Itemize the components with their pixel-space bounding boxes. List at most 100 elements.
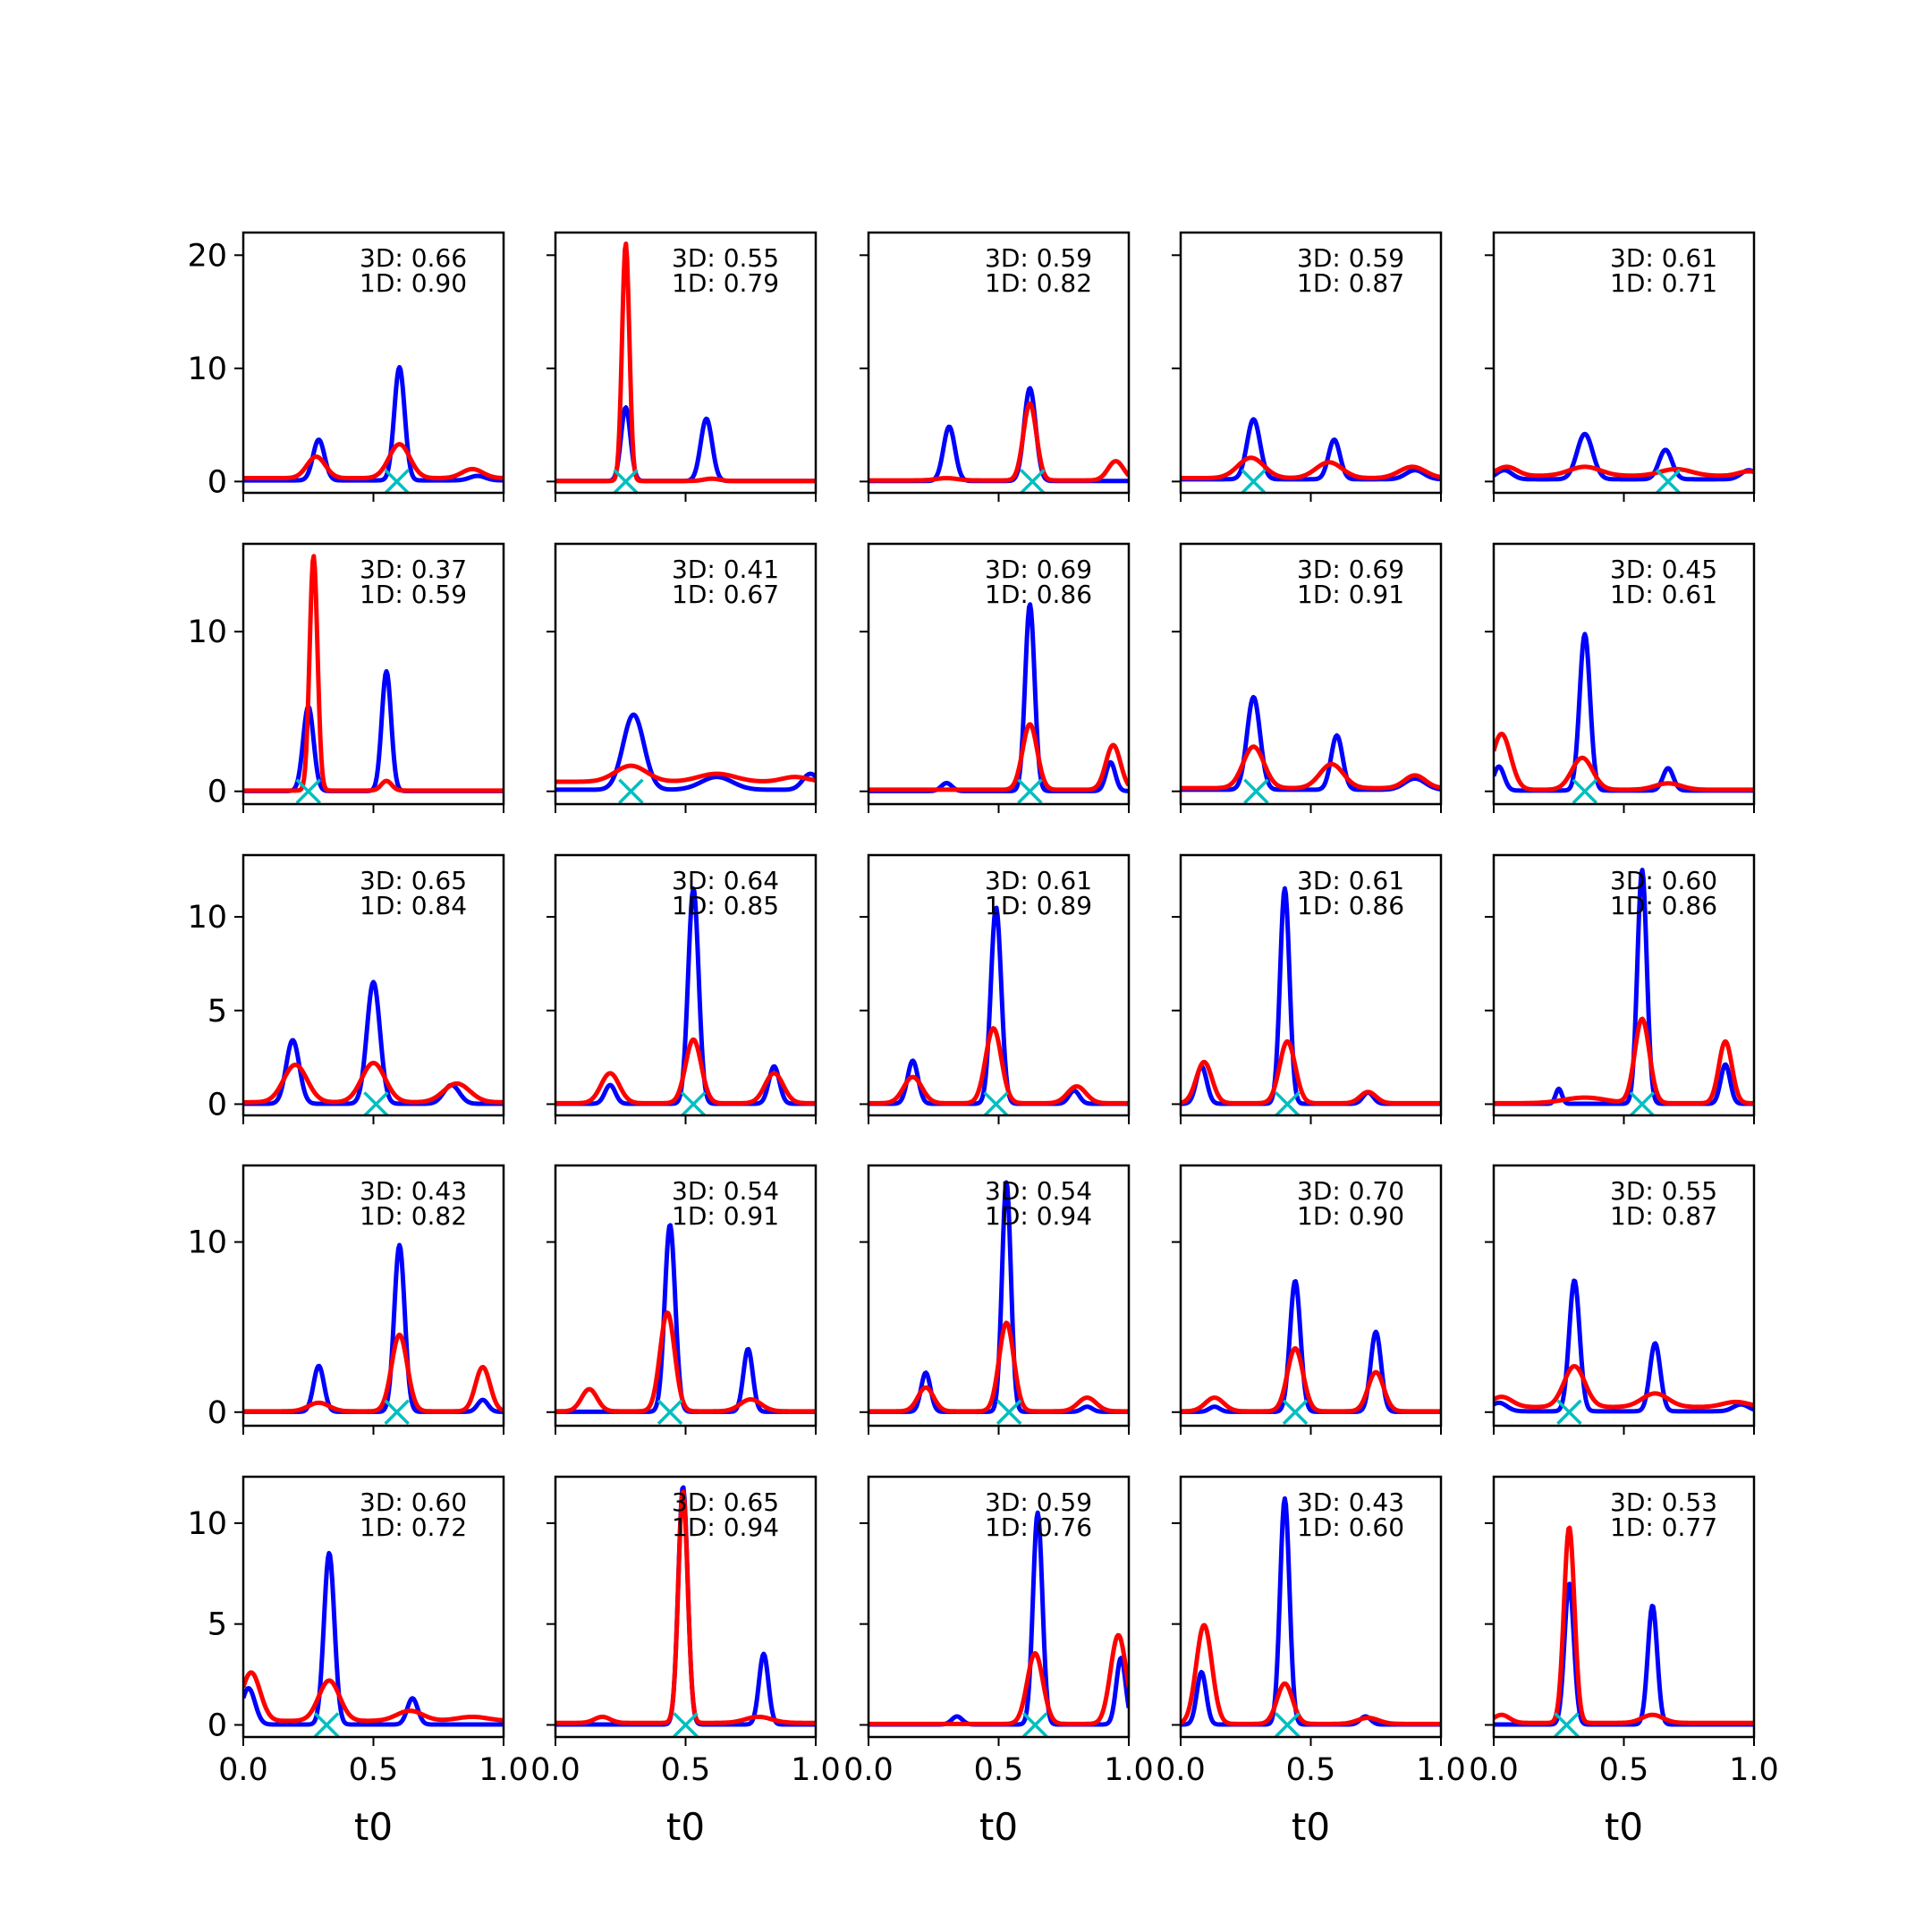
blue-series-line [555, 405, 816, 484]
y-tick-label: 10 [187, 352, 227, 387]
score-3d-label: 3D: 0.37 [360, 555, 467, 584]
x-tick-label: 0.5 [661, 1752, 711, 1788]
red-series-line [869, 1026, 1129, 1106]
x-marker [613, 469, 639, 495]
red-series-line [1181, 455, 1441, 481]
score-3d-label: 3D: 0.69 [1297, 555, 1404, 584]
score-1d-label: 1D: 0.71 [1610, 268, 1717, 298]
x-marker [1241, 469, 1267, 495]
x-marker [983, 1091, 1009, 1117]
red-series-line [243, 442, 504, 481]
blue-series-line [1181, 694, 1441, 792]
score-1d-label: 1D: 0.86 [985, 580, 1092, 609]
x-tick-label: 0.5 [1286, 1752, 1336, 1788]
red-series-line [555, 763, 816, 784]
red-series-line [1181, 1038, 1441, 1106]
red-series-line [869, 401, 1129, 483]
score-3d-label: 3D: 0.64 [672, 866, 779, 895]
x-tick-label: 0.5 [974, 1752, 1024, 1788]
y-tick-label: 10 [187, 1225, 227, 1261]
x-marker [1017, 778, 1043, 804]
blue-series-line [1494, 431, 1754, 482]
x-tick-label: 1.0 [1104, 1752, 1154, 1788]
red-series-line [1181, 744, 1441, 791]
y-tick-label: 0 [208, 1395, 227, 1431]
x-marker [384, 469, 410, 495]
red-series-line [555, 1037, 816, 1106]
x-tick-label: 0.0 [843, 1752, 894, 1788]
score-1d-label: 1D: 0.82 [360, 1201, 467, 1231]
red-series-line [555, 1310, 816, 1414]
blue-series-line [1181, 886, 1441, 1106]
x-tick-label: 0.0 [1469, 1752, 1519, 1788]
blue-series-line [869, 386, 1129, 484]
blue-series-line [869, 905, 1129, 1106]
x-marker [295, 778, 321, 804]
y-tick-label: 0 [208, 1087, 227, 1123]
x-marker [384, 1399, 410, 1426]
score-3d-label: 3D: 0.43 [1297, 1487, 1404, 1517]
y-tick-label: 0 [208, 1707, 227, 1743]
red-series-line [243, 1670, 504, 1724]
score-3d-label: 3D: 0.53 [1610, 1487, 1717, 1517]
score-3d-label: 3D: 0.61 [1610, 243, 1717, 273]
x-marker [1282, 1399, 1309, 1426]
red-series-line [1494, 1363, 1754, 1410]
blue-series-line [243, 979, 504, 1106]
blue-series-line [1494, 631, 1754, 793]
x-tick-label: 0.0 [218, 1752, 268, 1788]
red-series-line [1181, 1623, 1441, 1726]
score-1d-label: 1D: 0.89 [985, 891, 1092, 920]
score-1d-label: 1D: 0.84 [360, 891, 467, 920]
score-1d-label: 1D: 0.87 [1610, 1201, 1717, 1231]
x-marker [1275, 1712, 1301, 1738]
red-series-line [243, 1060, 504, 1105]
x-marker [1275, 1091, 1301, 1117]
x-tick-label: 0.0 [1156, 1752, 1206, 1788]
blue-series-line [1494, 1581, 1754, 1727]
x-marker [996, 1399, 1022, 1426]
score-1d-label: 1D: 0.90 [360, 268, 467, 298]
score-3d-label: 3D: 0.41 [672, 555, 779, 584]
red-series-line [243, 1332, 504, 1414]
score-1d-label: 1D: 0.59 [360, 580, 467, 609]
x-marker [1554, 1712, 1580, 1738]
blue-series-line [243, 1242, 504, 1414]
blue-series-line [869, 1510, 1129, 1727]
x-tick-label: 0.0 [530, 1752, 580, 1788]
x-marker [1572, 778, 1598, 804]
red-series-line [1494, 464, 1754, 479]
red-series-line [869, 722, 1129, 792]
x-marker [1655, 469, 1682, 495]
x-tick-label: 1.0 [791, 1752, 841, 1788]
blue-series-line [555, 1223, 816, 1414]
blue-series-line [555, 712, 816, 792]
red-series-line [869, 1320, 1129, 1414]
red-series-line [1494, 731, 1754, 792]
y-tick-label: 10 [187, 1506, 227, 1542]
blue-series-line [243, 668, 504, 793]
y-tick-label: 10 [187, 614, 227, 650]
score-1d-label: 1D: 0.86 [1610, 891, 1717, 920]
score-3d-label: 3D: 0.59 [985, 1487, 1092, 1517]
score-1d-label: 1D: 0.94 [672, 1513, 779, 1542]
red-series-line [243, 554, 504, 793]
score-3d-label: 3D: 0.55 [672, 243, 779, 273]
y-tick-label: 20 [187, 238, 227, 274]
